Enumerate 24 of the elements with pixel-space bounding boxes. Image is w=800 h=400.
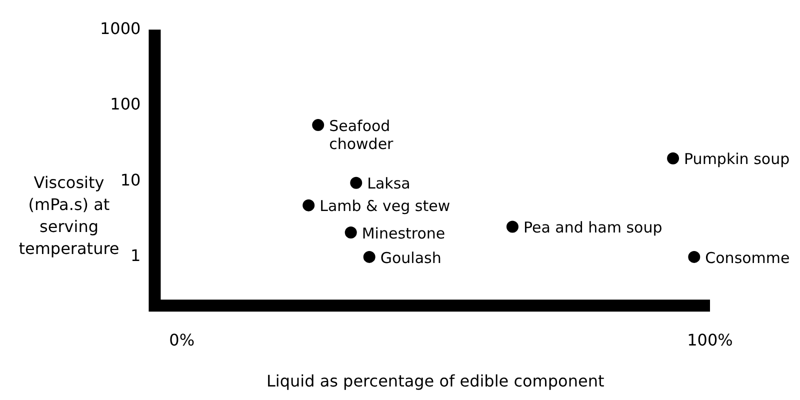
annotation: Seafood chowder bbox=[329, 116, 394, 153]
annotation: Pumpkin soup bbox=[684, 150, 790, 168]
annotation: Consomme bbox=[705, 248, 790, 267]
annotation: Lamb & veg stew bbox=[320, 197, 450, 216]
point bbox=[312, 119, 324, 132]
x-tick-label: 0% bbox=[169, 330, 195, 350]
point bbox=[344, 226, 357, 239]
y-tick-label: 10 bbox=[120, 170, 141, 190]
point bbox=[688, 250, 700, 263]
y-axis-title: Viscosity (mPa.s) at serving temperature bbox=[18, 173, 120, 258]
annotation: Minestrone bbox=[362, 224, 446, 242]
x-tick-label: 100% bbox=[687, 330, 733, 350]
point bbox=[667, 152, 680, 164]
point bbox=[302, 199, 315, 212]
y-tick-label: 1000 bbox=[100, 18, 141, 38]
point bbox=[363, 250, 376, 263]
point bbox=[506, 220, 518, 233]
annotation: Goulash bbox=[380, 248, 442, 267]
annotation: Pea and ham soup bbox=[523, 218, 662, 237]
annotation: Laksa bbox=[367, 174, 410, 193]
y-tick-label: 1 bbox=[130, 246, 141, 266]
point bbox=[350, 176, 362, 189]
x-axis-title: Liquid as percentage of edible component bbox=[266, 372, 604, 391]
y-tick-label: 100 bbox=[110, 94, 141, 114]
